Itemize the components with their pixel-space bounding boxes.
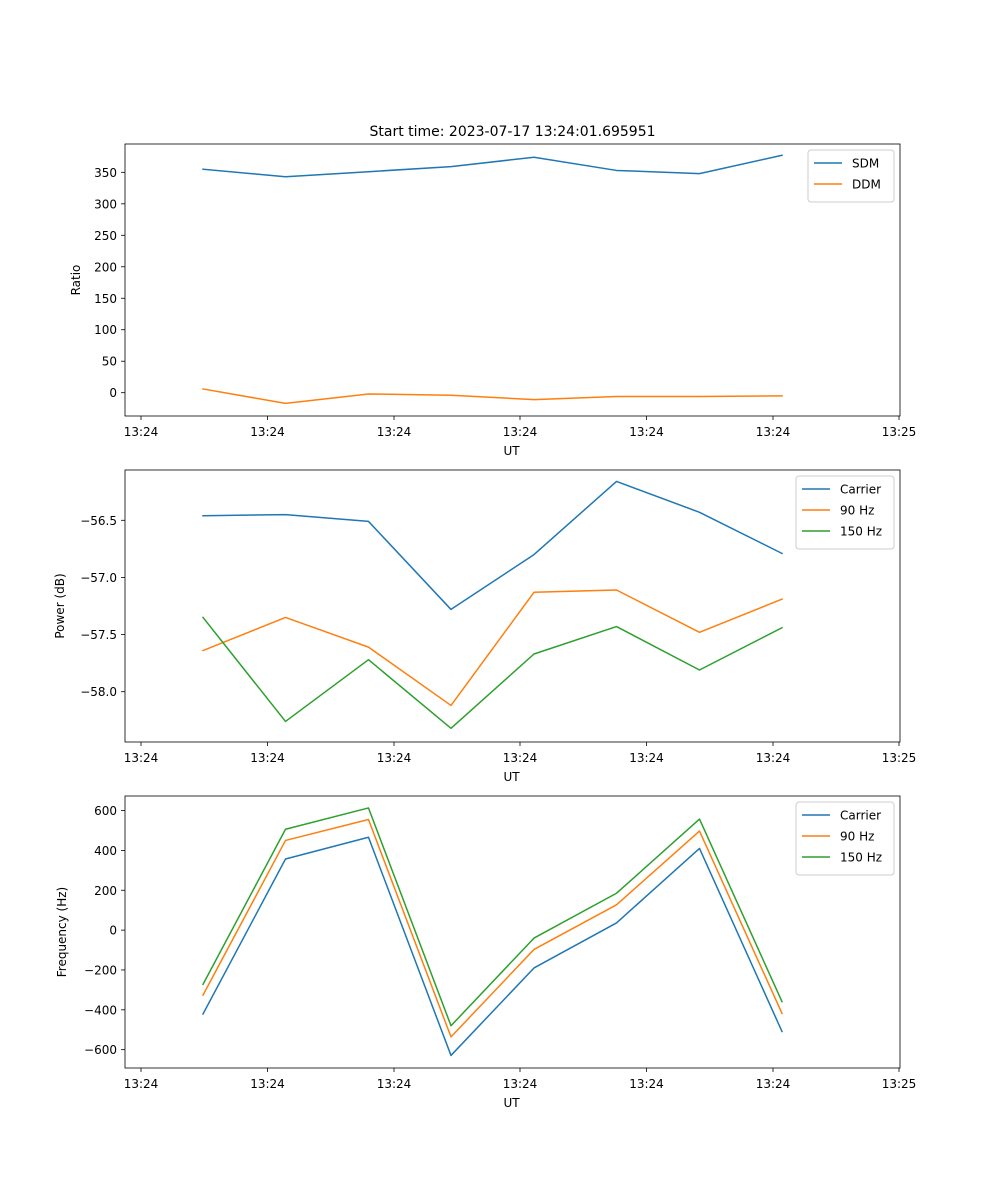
frequency-series-90hz-line [201, 818, 783, 1038]
power-legend-label-90hz: 90 Hz [840, 504, 874, 518]
ratio-x-tick-label: 13:24 [124, 425, 159, 439]
ratio-x-tick-label: 13:25 [882, 425, 917, 439]
ratio-y-tick-label: 150 [94, 292, 117, 306]
frequency-x-tick-label: 13:24 [503, 1077, 538, 1091]
ratio-y-tick-label: 50 [102, 355, 117, 369]
frequency-axes: 13:24 13:24 13:24 13:24 13:24 13:24 13:25 −600 −… [55, 795, 917, 1110]
frequency-y-tick-label: −200 [84, 963, 117, 977]
frequency-y-tick-label: 200 [94, 884, 117, 898]
power-legend-label-150hz: 150 Hz [840, 525, 882, 539]
frequency-x-tick-label: 13:24 [124, 1077, 159, 1091]
power-series-90hz-line [202, 589, 783, 707]
ratio-y-axis-label: Ratio [69, 265, 83, 296]
ratio-legend-label-sdm: SDM [852, 157, 879, 171]
ratio-x-axis-label: UT [503, 444, 520, 458]
power-series-carrier-line [202, 480, 784, 611]
ratio-x-tick-label: 13:24 [503, 425, 538, 439]
power-legend: Carrier 90 Hz 150 Hz [795, 475, 895, 550]
ratio-legend-label-ddm: DDM [852, 178, 881, 192]
frequency-x-tick-label: 13:24 [250, 1077, 285, 1091]
frequency-y-tick-label: −400 [84, 1003, 117, 1017]
frequency-legend-label-150hz: 150 Hz [840, 851, 882, 865]
power-y-tick-label: −57.5 [80, 628, 117, 642]
power-x-tick-label: 13:24 [124, 751, 159, 765]
frequency-x-tick-label: 13:24 [629, 1077, 664, 1091]
power-series-150hz-line [201, 616, 784, 730]
ratio-x-tick-label: 13:24 [629, 425, 664, 439]
power-x-tick-label: 13:24 [377, 751, 412, 765]
ratio-y-tick-label: 200 [94, 260, 117, 274]
power-axes-frame [124, 469, 901, 743]
ratio-y-tick-label: 250 [94, 229, 117, 243]
power-y-tick-label: −58.0 [80, 685, 117, 699]
power-x-axis-label: UT [503, 770, 520, 784]
power-x-tick-label: 13:24 [756, 751, 791, 765]
power-x-tick-label: 13:24 [250, 751, 285, 765]
frequency-y-axis-label: Frequency (Hz) [55, 887, 69, 978]
ratio-series-sdm-line [202, 154, 783, 178]
ratio-legend-box [807, 149, 895, 203]
ratio-axes: 13:24 13:24 13:24 13:24 13:24 13:24 13:25 0 50 10… [69, 143, 917, 458]
frequency-legend-label-carrier: Carrier [840, 809, 881, 823]
power-x-tick-label: 13:25 [882, 751, 917, 765]
frequency-legend: Carrier 90 Hz 150 Hz [795, 801, 895, 876]
frequency-x-tick-label: 13:25 [882, 1077, 917, 1091]
frequency-x-tick-label: 13:24 [377, 1077, 412, 1091]
ratio-y-tick-label: 350 [94, 166, 117, 180]
frequency-y-tick-label: 0 [109, 924, 117, 938]
frequency-axes-frame [124, 795, 901, 1069]
ratio-legend: SDM DDM [807, 149, 895, 203]
frequency-y-tick-label: −600 [84, 1043, 117, 1057]
ratio-series-ddm-line [202, 388, 783, 405]
power-axes: 13:24 13:24 13:24 13:24 13:24 13:24 13:25 −58.0… [53, 469, 917, 784]
frequency-series-150hz-line [201, 807, 783, 1027]
frequency-legend-label-90hz: 90 Hz [840, 830, 874, 844]
power-y-tick-label: −56.5 [80, 514, 117, 528]
frequency-y-tick-label: 600 [94, 804, 117, 818]
power-x-tick-label: 13:24 [503, 751, 538, 765]
ratio-y-tick-label: 300 [94, 197, 117, 211]
ratio-x-tick-label: 13:24 [250, 425, 285, 439]
frequency-series-carrier-line [201, 836, 783, 1057]
frequency-x-tick-label: 13:24 [756, 1077, 791, 1091]
ratio-axes-frame [124, 143, 901, 417]
power-y-tick-label: −57.0 [80, 571, 117, 585]
ratio-x-tick-label: 13:24 [756, 425, 791, 439]
ratio-y-tick-label: 100 [94, 323, 117, 337]
ratio-y-tick-label: 0 [109, 386, 117, 400]
ratio-x-tick-label: 13:24 [377, 425, 412, 439]
figure-title: Start time: 2023-07-17 13:24:01.695951 [369, 124, 655, 140]
power-y-axis-label: Power (dB) [53, 573, 67, 638]
power-legend-label-carrier: Carrier [840, 483, 881, 497]
frequency-y-tick-label: 400 [94, 844, 117, 858]
power-x-tick-label: 13:24 [629, 751, 664, 765]
frequency-x-axis-label: UT [503, 1096, 520, 1110]
